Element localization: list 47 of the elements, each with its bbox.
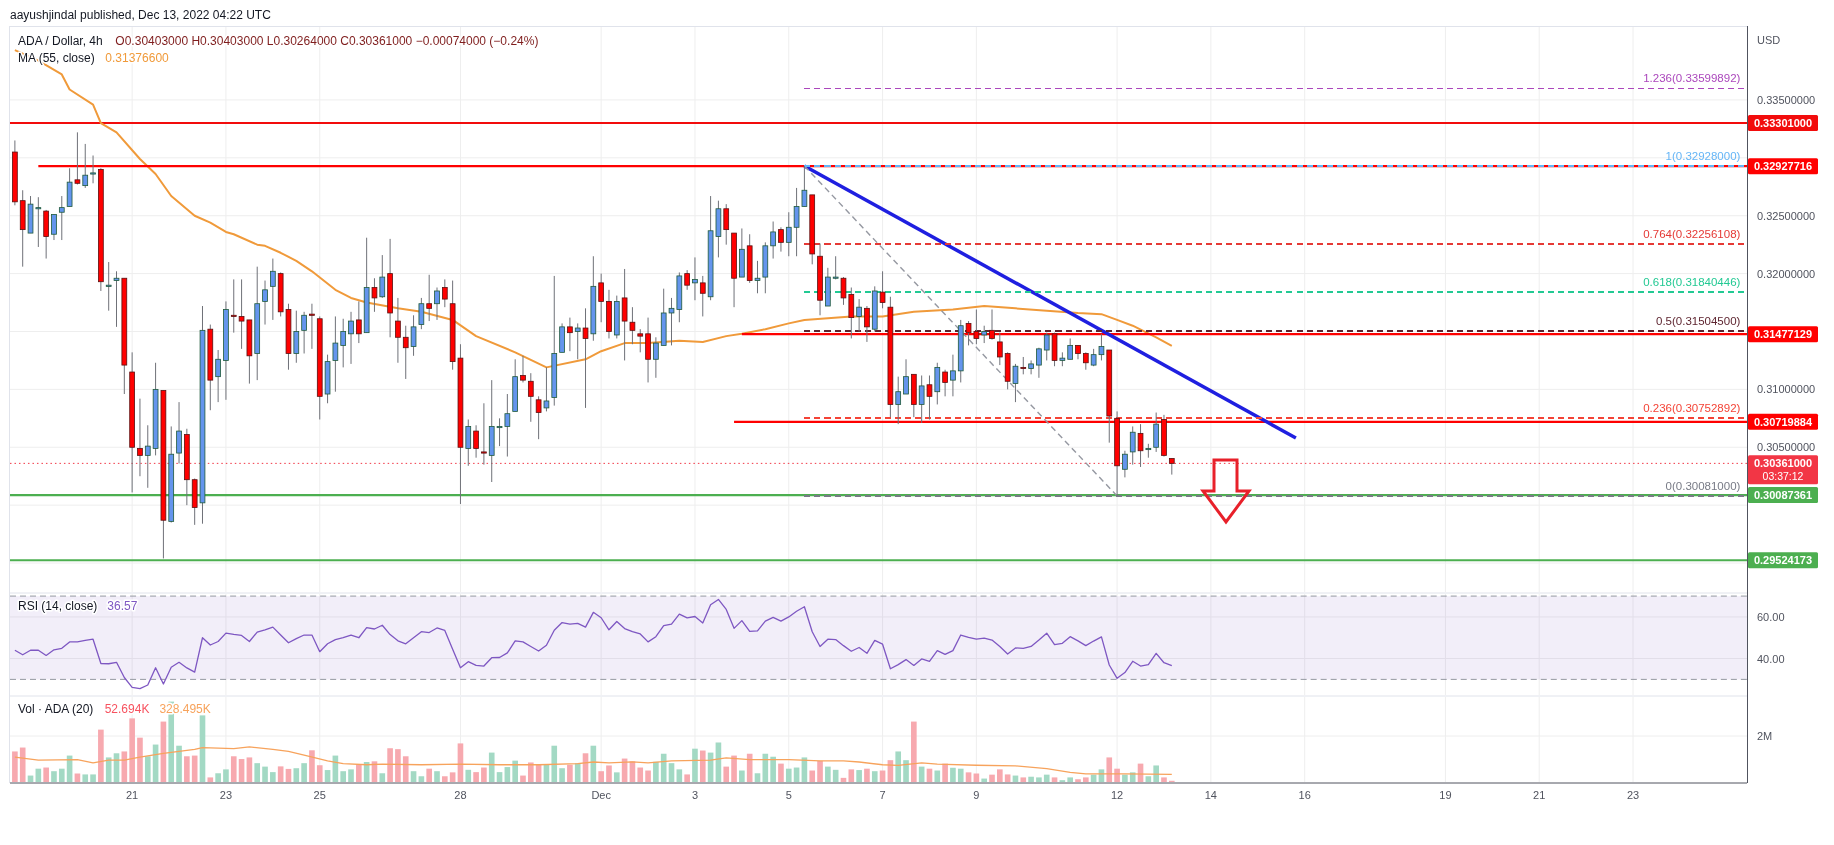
series-label: 0.236(0.30752892) xyxy=(1643,402,1741,414)
ref-line-label: 0.33301000 xyxy=(1753,116,1813,129)
text: 328.495K xyxy=(159,702,211,716)
x-tick-label: 21 xyxy=(126,789,139,801)
x-tick-label: 25 xyxy=(313,789,326,801)
series-label: 1(0.32928000) xyxy=(1665,150,1741,163)
series-label: 0.5(0.31504500) xyxy=(1655,314,1741,327)
x-tick-label: 23 xyxy=(1626,789,1640,801)
series-label: 52.694K xyxy=(104,702,150,716)
x-tick-label: 28 xyxy=(454,789,467,801)
x-tick-label: 7 xyxy=(879,789,886,801)
text: aayushjindal published, Dec 13, 2022 04:22 UTC xyxy=(10,8,272,22)
series-label: 0.764(0.32256108) xyxy=(1643,227,1741,240)
ref-line-label: 0.29524173 xyxy=(1753,554,1813,567)
x-tick-label: 16 xyxy=(1298,789,1311,801)
x-tick-label: 19 xyxy=(1439,789,1452,801)
legend-title: Vol · ADA (20) xyxy=(18,702,94,716)
series-label: 0.30719884 xyxy=(1753,415,1813,428)
y-tick-label: 0.30500000 xyxy=(1757,441,1816,454)
series-label: 1.236(0.33599892) xyxy=(1643,72,1741,85)
text: 36.57 xyxy=(107,599,138,613)
text: O0.30403000 H0.30403000 L0.30264000 C0.30361000 −0.00074000 (−0.24%) xyxy=(115,34,539,48)
series-label: 0.618(0.31840446) xyxy=(1643,276,1741,289)
x-tick-label: 9 xyxy=(973,789,980,801)
y-axis-title: USD xyxy=(1757,34,1781,46)
x-tick-label: 5 xyxy=(785,789,792,801)
y-tick-label: 60.00 xyxy=(1757,610,1785,623)
y-tick-label: 0.31000000 xyxy=(1757,383,1816,396)
series-label: 0(0.30081000) xyxy=(1665,479,1741,492)
y-tick-label: 0.32500000 xyxy=(1757,209,1816,222)
x-tick-label: 23 xyxy=(219,789,233,801)
x-tick-label: 3 xyxy=(691,789,699,801)
ref-line-label: 0.30087361 xyxy=(1753,489,1813,502)
legend-title: RSI (14, close) xyxy=(18,599,98,613)
x-tick-label: Dec xyxy=(591,789,612,801)
x-tick-label: 12 xyxy=(1110,789,1124,801)
series-label: 0.32927716 xyxy=(1753,160,1813,173)
y-tick-label: 40.00 xyxy=(1757,652,1785,665)
series-label: 0.31477129 xyxy=(1753,328,1813,341)
y-tick-label: 0.32000000 xyxy=(1757,267,1816,280)
text: 0.31376600 xyxy=(105,51,170,65)
x-tick-label: 21 xyxy=(1533,789,1546,801)
y-tick-label: 0.33500000 xyxy=(1757,93,1816,106)
y-tick-label: 2M xyxy=(1757,730,1773,743)
x-tick-label: 14 xyxy=(1204,789,1218,801)
text: ADA / Dollar, 4h xyxy=(18,34,103,48)
ref-line-label: 0.30361000 03:37:12 xyxy=(1753,457,1813,483)
